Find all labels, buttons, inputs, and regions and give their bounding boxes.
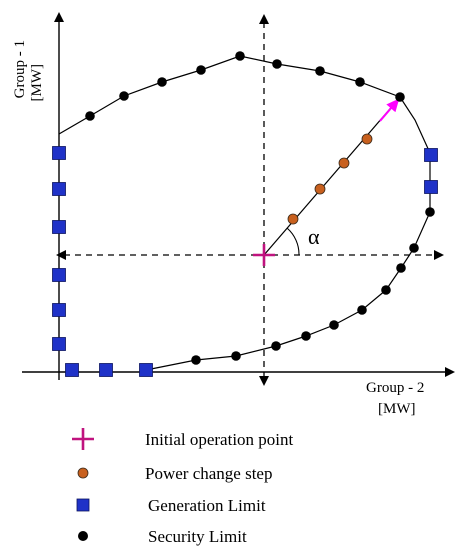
legend-security-limit-label: Security Limit — [148, 527, 247, 546]
security-limit-point — [196, 65, 206, 75]
power-step-point — [338, 157, 350, 169]
power-step-points — [287, 133, 373, 225]
boundary-curve-upper — [58, 55, 431, 371]
generation-limit-point — [65, 363, 79, 377]
security-limit-point — [191, 355, 201, 365]
generation-limit-point — [424, 148, 438, 162]
security-limit-point — [231, 351, 241, 361]
legend-initial-point-label: Initial operation point — [145, 430, 294, 449]
direction-arrow — [379, 98, 400, 122]
power-step-point — [287, 213, 299, 225]
security-limit-point — [315, 66, 325, 76]
generation-limit-point — [52, 182, 66, 196]
generation-limit-point — [139, 363, 153, 377]
legend-generation-limit-icon — [76, 498, 90, 512]
x-axis-label: Group - 2 — [366, 380, 424, 396]
generation-limit-point — [52, 220, 66, 234]
generation-limit-point — [52, 268, 66, 282]
security-limit-point — [119, 91, 129, 101]
generation-limit-point — [52, 146, 66, 160]
legend-generation-limit-label: Generation Limit — [148, 496, 266, 515]
security-limit-point — [395, 92, 405, 102]
security-limit-point — [235, 51, 245, 61]
security-limit-point — [301, 331, 311, 341]
angle-arc — [286, 227, 300, 256]
security-limit-point — [272, 59, 282, 69]
security-limit-point — [381, 285, 391, 295]
security-limit-points — [85, 51, 435, 365]
generation-limit-point — [52, 337, 66, 351]
power-step-point — [314, 183, 326, 195]
angle-label: α — [308, 224, 320, 249]
security-limit-point — [396, 263, 406, 273]
x-axis-unit: [MW] — [378, 401, 416, 417]
generation-limit-point — [99, 363, 113, 377]
security-limit-point — [357, 305, 367, 315]
legend-security-limit-icon — [78, 531, 88, 541]
security-limit-point — [271, 341, 281, 351]
generation-limit-point — [52, 303, 66, 317]
direction-line — [263, 102, 396, 256]
legend-power-step-label: Power change step — [145, 464, 272, 483]
security-limit-point — [409, 243, 419, 253]
security-limit-point — [329, 320, 339, 330]
y-axis-label: Group - 1 — [12, 40, 28, 98]
security-limit-point — [425, 207, 435, 217]
legend-power-step-icon — [77, 467, 89, 479]
initial-point-marker — [253, 244, 275, 266]
y-axis-unit: [MW] — [29, 64, 45, 102]
security-limit-point — [85, 111, 95, 121]
security-limit-point — [355, 77, 365, 87]
generation-limit-point — [424, 180, 438, 194]
legend-initial-point-icon — [72, 428, 94, 450]
security-limit-point — [157, 77, 167, 87]
power-step-point — [361, 133, 373, 145]
legend: Initial operation point Power change ste… — [72, 428, 294, 546]
generation-limit-points — [52, 146, 438, 377]
